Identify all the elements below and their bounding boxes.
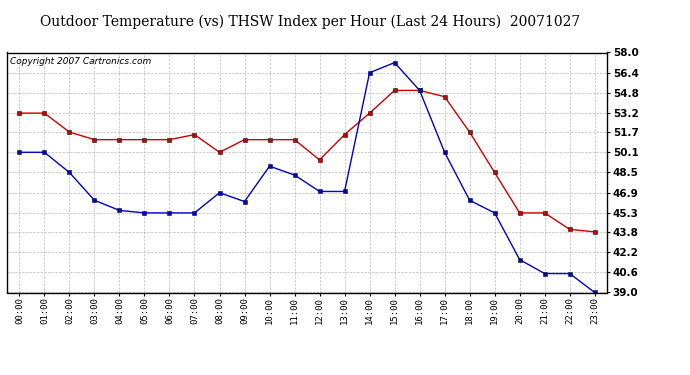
Text: Outdoor Temperature (vs) THSW Index per Hour (Last 24 Hours)  20071027: Outdoor Temperature (vs) THSW Index per … — [41, 15, 580, 29]
Text: Copyright 2007 Cartronics.com: Copyright 2007 Cartronics.com — [10, 57, 151, 66]
